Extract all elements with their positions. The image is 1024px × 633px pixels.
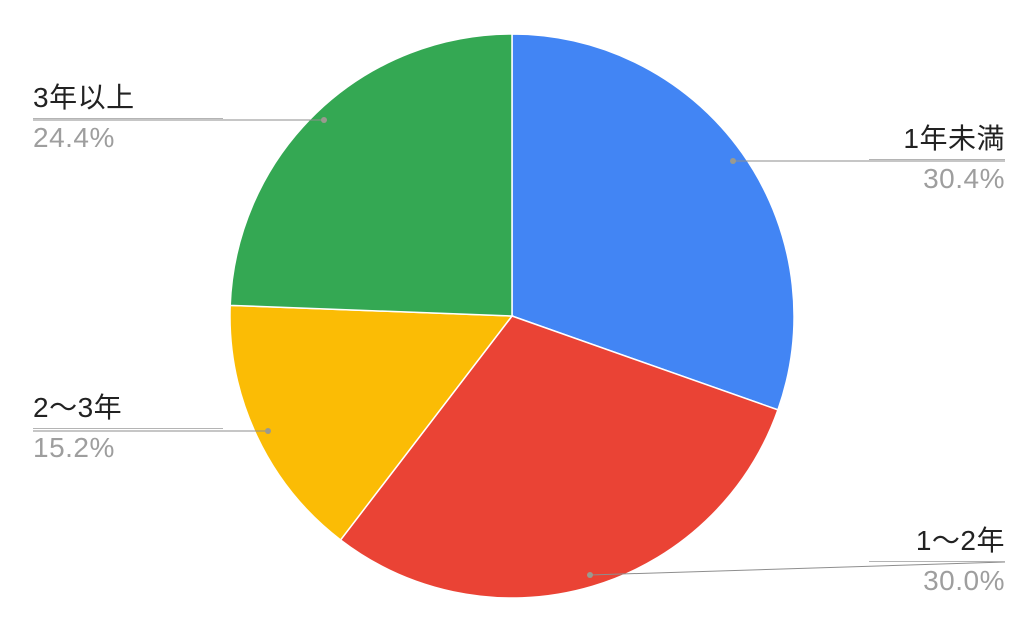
pie-label-name: 2〜3年 — [33, 392, 123, 423]
pie-label-name: 1〜2年 — [915, 525, 1005, 556]
pie-label-value: 30.4% — [923, 163, 1005, 194]
pie-label-divider — [33, 428, 223, 429]
pie-label-name: 3年以上 — [33, 82, 135, 113]
pie-label-value: 30.0% — [923, 565, 1005, 596]
pie-label-value: 24.4% — [33, 122, 115, 153]
pie-label-2-3nen: 2〜3年 15.2% — [33, 392, 223, 464]
pie-label-name: 1年未満 — [903, 123, 1005, 154]
leader-line-dot — [265, 428, 271, 434]
pie-slice-2-3nen[interactable] — [229, 304, 514, 541]
pie-slices — [229, 33, 795, 599]
pie-slice-3nen-ijo[interactable] — [229, 33, 513, 317]
leader-line-dot — [321, 117, 327, 123]
pie-label-3nen-ijo: 3年以上 24.4% — [33, 82, 223, 154]
pie-label-1nen-miman: 1年未満 30.4% — [869, 123, 1005, 195]
pie-label-value: 15.2% — [33, 432, 115, 463]
leader-line-dot — [730, 158, 736, 164]
leader-lines-group — [33, 117, 1006, 578]
pie-slice-1nen-miman[interactable] — [511, 33, 795, 411]
pie-label-divider — [33, 118, 223, 119]
leader-line-dot — [587, 572, 593, 578]
pie-label-divider — [869, 159, 1005, 160]
pie-label-1-2nen: 1〜2年 30.0% — [869, 525, 1005, 597]
leader-line — [589, 561, 1006, 576]
pie-slice-1-2nen[interactable] — [339, 315, 779, 599]
pie-label-divider — [869, 561, 1005, 562]
